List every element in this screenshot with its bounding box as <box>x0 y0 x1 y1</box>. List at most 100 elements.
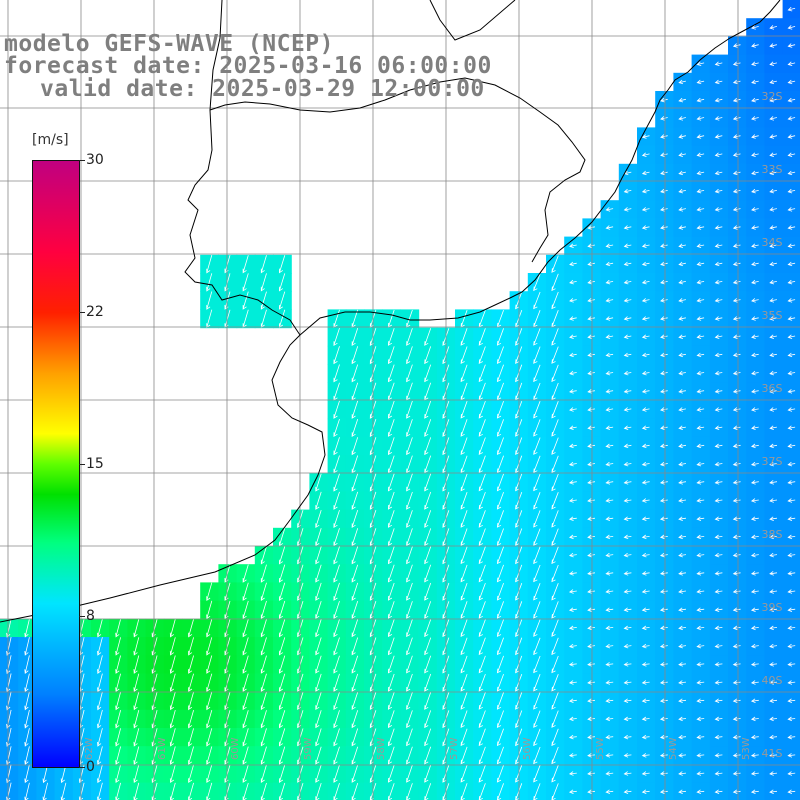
wind-arrow <box>714 552 723 558</box>
wind-arrow <box>787 552 796 558</box>
wind-arrow <box>696 516 705 521</box>
wind-arrow <box>315 746 322 765</box>
wind-arrow <box>678 589 687 594</box>
wind-arrow <box>623 261 632 267</box>
wind-arrow <box>551 510 559 528</box>
wind-arrow <box>696 534 705 540</box>
wind-arrow <box>696 643 705 649</box>
wind-arrow <box>769 680 778 685</box>
wind-arrow <box>206 273 213 292</box>
wind-arrow <box>787 680 796 685</box>
wind-arrow <box>242 782 249 800</box>
wind-arrow <box>659 680 668 685</box>
wind-arrow <box>115 691 121 711</box>
wind-arrow <box>497 783 504 800</box>
wind-arrow <box>659 552 668 558</box>
wind-arrow <box>206 637 213 656</box>
wind-arrow <box>787 243 796 248</box>
wind-arrow <box>659 698 668 703</box>
wind-arrow <box>78 782 85 800</box>
wind-arrow <box>496 528 504 546</box>
wind-arrow <box>133 673 140 693</box>
wind-arrow <box>605 461 614 467</box>
wind-arrow <box>587 680 596 685</box>
wind-arrow <box>696 734 705 740</box>
wind-arrow <box>787 753 796 758</box>
wind-arrow <box>278 564 286 583</box>
model-title: modelo GEFS-WAVE (NCEP) <box>4 31 334 57</box>
wind-arrow <box>732 607 741 612</box>
wind-arrow <box>460 655 468 674</box>
wind-arrow <box>97 673 103 693</box>
wind-arrow <box>406 564 413 583</box>
wind-arrow <box>206 655 213 674</box>
wind-arrow <box>732 516 741 521</box>
wind-arrow <box>587 334 595 339</box>
wind-arrow <box>659 534 668 540</box>
wind-arrow <box>406 437 413 456</box>
latitude-label: 35S <box>762 309 783 322</box>
wind-arrow <box>424 655 432 674</box>
wind-arrow <box>787 516 796 521</box>
wind-arrow <box>751 243 759 248</box>
wind-arrow <box>333 782 340 800</box>
wind-arrow <box>660 352 668 358</box>
wind-arrow <box>605 625 614 631</box>
wind-arrow <box>478 746 486 765</box>
wind-arrow <box>660 370 668 376</box>
wind-arrow <box>133 746 140 765</box>
wind-arrow <box>787 734 796 740</box>
wind-arrow <box>678 352 686 358</box>
wind-arrow <box>660 298 668 303</box>
wind-arrow <box>732 716 741 722</box>
wind-arrow <box>678 279 686 285</box>
wind-arrow <box>568 716 577 722</box>
wind-arrow <box>460 746 468 765</box>
wind-arrow <box>551 364 559 383</box>
wind-arrow <box>696 79 705 85</box>
wind-arrow <box>333 600 340 620</box>
wind-arrow <box>696 116 705 121</box>
wind-arrow <box>623 316 632 321</box>
wind-arrow <box>732 116 741 121</box>
wind-arrow <box>750 571 759 576</box>
wind-arrow <box>351 764 359 783</box>
wind-arrow <box>714 789 723 794</box>
wind-arrow <box>496 601 504 619</box>
wind-arrow <box>587 407 595 412</box>
wind-arrow <box>787 6 796 12</box>
colorbar-tick-label: 30 <box>86 152 104 168</box>
forecast-date: forecast date: 2025-03-16 06:00:00 <box>4 53 492 79</box>
wind-arrow <box>787 370 796 376</box>
wind-arrow <box>678 607 687 612</box>
wind-arrow <box>732 680 741 685</box>
wind-arrow <box>569 279 577 285</box>
wind-arrow <box>714 79 723 85</box>
wind-arrow <box>678 461 687 467</box>
wind-arrow <box>333 473 340 492</box>
wind-arrow <box>460 692 468 710</box>
wind-arrow <box>478 364 486 383</box>
wind-arrow <box>115 728 121 747</box>
wind-arrow <box>406 655 413 674</box>
wind-arrow <box>496 764 504 783</box>
wind-arrow <box>641 243 650 248</box>
wind-arrow <box>533 783 541 800</box>
wind-arrow <box>751 261 759 267</box>
wind-arrow <box>714 571 723 576</box>
wind-arrow <box>496 455 504 474</box>
wind-arrow <box>387 673 395 692</box>
latitude-label: 37S <box>762 455 783 468</box>
wind-arrow <box>333 764 340 783</box>
wind-arrow <box>641 589 650 594</box>
wind-arrow <box>732 370 741 376</box>
wind-arrow <box>787 407 796 412</box>
wind-arrow <box>769 43 777 48</box>
wind-arrow <box>333 619 340 638</box>
wind-arrow <box>587 753 596 758</box>
wind-arrow <box>478 673 486 692</box>
colorbar-tickmark <box>79 160 85 161</box>
wind-arrow <box>206 728 213 747</box>
wind-arrow <box>678 734 687 740</box>
wind-arrow <box>424 764 432 783</box>
